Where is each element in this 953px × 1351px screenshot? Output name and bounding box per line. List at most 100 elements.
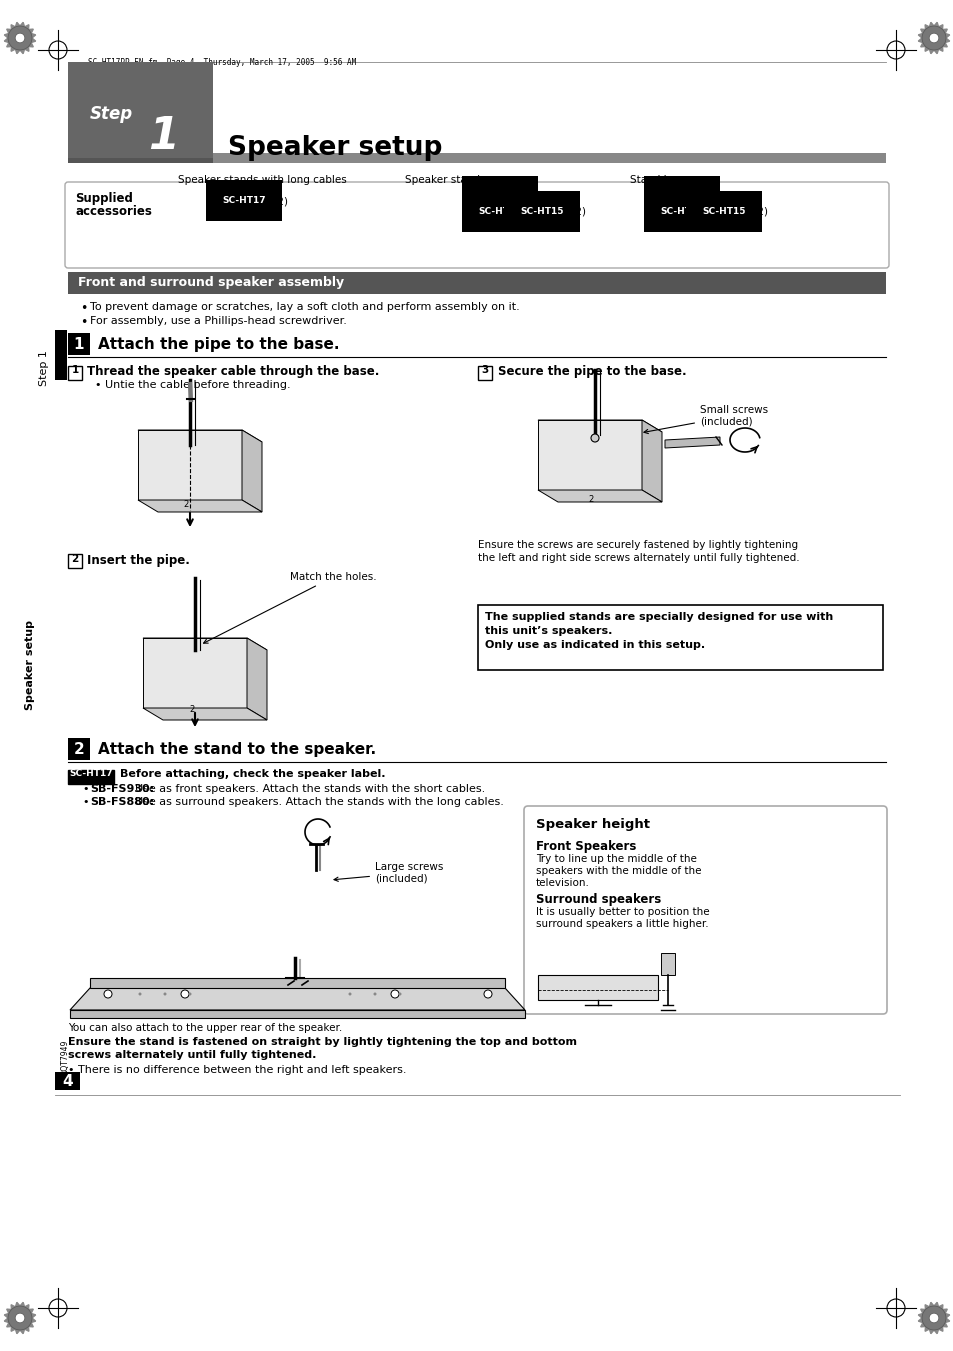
Text: You can also attach to the upper rear of the speaker.: You can also attach to the upper rear of… — [68, 1023, 342, 1034]
Text: Speaker stands with long cables: Speaker stands with long cables — [178, 176, 346, 185]
Bar — [68, 554, 82, 567]
Polygon shape — [242, 430, 262, 512]
Text: SC-HT15: SC-HT15 — [701, 207, 744, 216]
Polygon shape — [11, 1305, 15, 1309]
Text: •: • — [82, 797, 89, 807]
Text: • There is no difference between the right and left speakers.: • There is no difference between the rig… — [68, 1065, 406, 1075]
Polygon shape — [920, 43, 924, 47]
Text: Speaker setup: Speaker setup — [228, 135, 442, 161]
Polygon shape — [933, 1302, 938, 1306]
Circle shape — [15, 1313, 25, 1323]
Polygon shape — [20, 1329, 25, 1333]
Polygon shape — [944, 38, 948, 43]
Polygon shape — [918, 1313, 922, 1319]
Polygon shape — [148, 236, 160, 249]
Bar — [477, 366, 492, 380]
Polygon shape — [944, 34, 948, 38]
Circle shape — [921, 26, 945, 50]
Text: Supplied: Supplied — [75, 192, 132, 205]
Circle shape — [15, 34, 25, 43]
Text: The supplied stands are specially designed for use with: The supplied stands are specially design… — [484, 612, 832, 621]
Text: SC-HT15: SC-HT15 — [519, 207, 563, 216]
Polygon shape — [138, 430, 262, 442]
Text: 2: 2 — [71, 554, 78, 563]
Polygon shape — [15, 1329, 20, 1333]
Polygon shape — [918, 1319, 922, 1323]
Text: 2: 2 — [183, 500, 188, 509]
Text: Surround speakers: Surround speakers — [536, 893, 660, 907]
Polygon shape — [25, 46, 29, 51]
Text: For assembly, use a Phillips-head screwdriver.: For assembly, use a Phillips-head screwd… — [90, 316, 347, 326]
Polygon shape — [933, 49, 938, 54]
Bar — [68, 770, 113, 784]
Polygon shape — [537, 490, 661, 503]
Text: •: • — [80, 316, 88, 330]
Polygon shape — [25, 1327, 29, 1331]
Polygon shape — [11, 24, 15, 30]
Polygon shape — [920, 30, 924, 34]
Circle shape — [590, 434, 598, 442]
Text: SC-HT17: SC-HT17 — [222, 196, 265, 205]
Text: Step: Step — [90, 105, 133, 123]
Text: Use as surround speakers. Attach the stands with the long cables.: Use as surround speakers. Attach the sta… — [135, 797, 503, 807]
Text: 1: 1 — [73, 336, 84, 353]
Polygon shape — [11, 46, 15, 51]
Text: SC-HT17: SC-HT17 — [70, 769, 112, 778]
Polygon shape — [928, 1302, 933, 1306]
Text: (x 2): (x 2) — [561, 207, 585, 218]
Polygon shape — [537, 420, 641, 490]
Text: It is usually better to position the: It is usually better to position the — [536, 907, 709, 917]
Polygon shape — [924, 1305, 928, 1309]
Polygon shape — [942, 43, 946, 47]
Text: Insert the pipe.: Insert the pipe. — [87, 554, 190, 567]
Text: accessories: accessories — [75, 205, 152, 218]
Bar — [68, 366, 82, 380]
Polygon shape — [5, 38, 9, 43]
Circle shape — [181, 990, 189, 998]
Text: Attach the stand to the speaker.: Attach the stand to the speaker. — [98, 742, 375, 757]
Polygon shape — [641, 420, 661, 503]
Polygon shape — [20, 49, 25, 54]
Circle shape — [163, 993, 167, 996]
Text: (x 4): (x 4) — [701, 192, 725, 203]
Text: surround speakers a little higher.: surround speakers a little higher. — [536, 919, 708, 929]
Polygon shape — [938, 24, 942, 30]
Polygon shape — [20, 1302, 25, 1306]
Text: Use as front speakers. Attach the stands with the short cables.: Use as front speakers. Attach the stands… — [135, 784, 485, 794]
Polygon shape — [70, 988, 524, 1011]
Polygon shape — [938, 46, 942, 51]
Polygon shape — [31, 1319, 35, 1323]
Text: Only use as indicated in this setup.: Only use as indicated in this setup. — [484, 640, 704, 650]
Text: Before attaching, check the speaker label.: Before attaching, check the speaker labe… — [120, 769, 385, 780]
Polygon shape — [664, 436, 720, 449]
Text: To prevent damage or scratches, lay a soft cloth and perform assembly on it.: To prevent damage or scratches, lay a so… — [90, 303, 519, 312]
Bar — [660, 952, 675, 975]
Bar — [68, 272, 885, 295]
FancyBboxPatch shape — [65, 182, 888, 267]
Text: Speaker setup: Speaker setup — [25, 620, 35, 711]
Polygon shape — [7, 30, 11, 34]
Text: Attach the pipe to the base.: Attach the pipe to the base. — [98, 336, 339, 353]
Polygon shape — [5, 34, 9, 38]
Polygon shape — [31, 34, 35, 38]
Polygon shape — [20, 23, 25, 27]
Circle shape — [138, 993, 141, 996]
Text: SB-FS880:: SB-FS880: — [90, 797, 154, 807]
Polygon shape — [7, 1309, 11, 1313]
Polygon shape — [25, 24, 29, 30]
Text: Front Speakers: Front Speakers — [536, 840, 636, 852]
Polygon shape — [928, 49, 933, 54]
Text: 2: 2 — [73, 742, 84, 757]
Text: 3: 3 — [481, 365, 488, 376]
Polygon shape — [918, 38, 922, 43]
Polygon shape — [25, 1305, 29, 1309]
Polygon shape — [29, 30, 33, 34]
Text: (x 2): (x 2) — [519, 192, 543, 203]
Text: (x 2): (x 2) — [743, 207, 767, 218]
Text: Try to line up the middle of the: Try to line up the middle of the — [536, 854, 696, 865]
Bar — [55, 1071, 80, 1090]
Text: Ensure the screws are securely fastened by lightly tightening: Ensure the screws are securely fastened … — [477, 540, 798, 550]
Text: screws alternately until fully tightened.: screws alternately until fully tightened… — [68, 1050, 316, 1061]
Text: • Untie the cable before threading.: • Untie the cable before threading. — [95, 380, 291, 390]
Circle shape — [483, 990, 492, 998]
